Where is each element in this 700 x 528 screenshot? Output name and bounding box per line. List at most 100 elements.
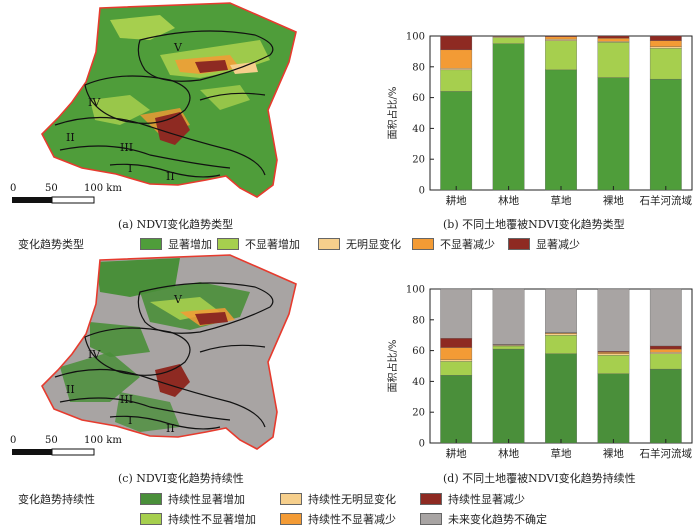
bar-segment: [492, 37, 525, 44]
zone-label: I: [128, 162, 132, 175]
bar-segment: [597, 288, 630, 352]
y-tick-label: 60: [412, 346, 425, 357]
bar-segment: [440, 338, 473, 348]
legend-label: 未来变化趋势不确定: [448, 513, 547, 526]
bar-segment: [649, 40, 682, 47]
bar-segment: [649, 288, 682, 347]
legend-swatch: [140, 493, 162, 505]
legend1-item: 显著减少: [508, 236, 580, 252]
legend2-item: 持续性无明显变化: [280, 491, 396, 507]
bar-segment: [649, 348, 682, 353]
bar-segment: [545, 36, 577, 40]
zone-label: I: [128, 414, 132, 427]
bar-segment: [492, 43, 525, 191]
y-tick-label: 100: [406, 32, 425, 43]
map-c: V IV II III I II 0 50 100 km: [10, 254, 297, 456]
x-tick-label: 石羊河流域: [640, 447, 693, 460]
x-tick-label: 裸地: [603, 194, 624, 207]
bar-segment: [597, 353, 630, 356]
bar-segment: [649, 351, 682, 354]
zone-label: II: [66, 131, 75, 144]
legend2-item: 持续性不显著增加: [140, 511, 256, 527]
legend-swatch: [140, 513, 162, 525]
legend-swatch: [420, 513, 442, 525]
y-tick-label: 60: [412, 93, 425, 104]
x-tick-label: 耕地: [446, 194, 467, 207]
x-tick-label: 裸地: [603, 447, 624, 460]
legend2-title: 变化趋势持续性: [18, 493, 95, 506]
legend2-item: 持续性不显著减少: [280, 511, 396, 527]
legend-swatch: [508, 238, 530, 250]
legend2-item: 持续性显著减少: [420, 491, 525, 507]
caption-b: (b) 不同土地覆被NDVI变化趋势类型: [443, 218, 625, 231]
y-axis-label: 面积占比/%: [386, 340, 399, 393]
x-tick-label: 耕地: [446, 447, 467, 460]
bar-segment: [545, 288, 577, 333]
x-tick-label: 林地: [498, 447, 520, 460]
bar-segment: [440, 288, 473, 339]
zone-label: IV: [88, 96, 101, 109]
legend-swatch: [217, 238, 239, 250]
bar-segment: [545, 353, 577, 444]
basin-boundary: [41, 2, 297, 198]
scale-bar: 0 50 100 km: [10, 183, 122, 204]
legend-swatch: [420, 493, 442, 505]
x-tick-label: 草地: [551, 194, 572, 207]
zone-lines: [54, 30, 274, 178]
legend-label: 不显著减少: [440, 238, 495, 251]
bar-segment: [440, 91, 473, 191]
zone-label: II: [66, 383, 75, 396]
y-tick-label: 20: [412, 155, 425, 166]
bar-segment: [545, 35, 577, 37]
scale-label: 50: [45, 183, 58, 194]
y-tick-label: 40: [412, 124, 425, 135]
legend-label: 持续性不显著增加: [168, 513, 256, 526]
y-tick-label: 80: [412, 62, 425, 73]
bar-segment: [440, 361, 473, 376]
bar-segment: [492, 348, 525, 444]
legend1-item: 显著增加: [140, 236, 212, 252]
legend1-item: 无明显变化: [318, 236, 401, 252]
bar-segment: [545, 335, 577, 354]
bar-segment: [440, 347, 473, 360]
darkred-patch: [195, 312, 228, 325]
zone-label: II: [166, 170, 175, 183]
y-tick-label: 20: [412, 408, 425, 419]
caption-a: (a) NDVI变化趋势类型: [118, 218, 234, 231]
y-tick-label: 0: [419, 439, 425, 450]
bar-segment: [649, 78, 682, 191]
legend-swatch: [140, 238, 162, 250]
bar-segment: [545, 69, 577, 191]
scale-label: 0: [10, 435, 16, 446]
green-patch: [60, 352, 140, 402]
legend-label: 显著增加: [168, 238, 212, 251]
bar-segment: [440, 375, 473, 444]
bar-segment: [649, 48, 682, 80]
y-tick-label: 100: [406, 285, 425, 296]
bar-segment: [440, 68, 473, 71]
legend-label: 持续性显著减少: [448, 493, 525, 506]
legend-swatch: [318, 238, 340, 250]
scale-label: 50: [45, 435, 58, 446]
basin-boundary: [41, 254, 297, 450]
darkred-patch: [195, 60, 228, 73]
bar-segment: [649, 35, 682, 41]
legend2-item: 持续性显著增加: [140, 491, 245, 507]
light-patch: [200, 85, 250, 110]
x-tick-label: 林地: [498, 194, 520, 207]
bar-segment: [597, 373, 630, 444]
y-tick-label: 40: [412, 377, 425, 388]
scale-label: 100 km: [84, 435, 122, 446]
bar-segment: [597, 77, 630, 191]
chart-b: 0 20 40 60 80 100 面积占比/% 耕地 林地 草地 裸地 石羊河流域: [386, 32, 693, 208]
map-a: V IV II III I II 0 50 100 km: [10, 2, 297, 204]
zone-lines: [54, 282, 274, 430]
bar-segment: [597, 35, 630, 39]
bar-segment: [545, 333, 577, 336]
legend-label: 显著减少: [536, 238, 580, 251]
zone-label: III: [120, 141, 133, 154]
bar-segment: [649, 46, 682, 49]
bar-segment: [545, 38, 577, 41]
legend-label: 持续性不显著减少: [308, 513, 396, 526]
x-tick-label: 石羊河流域: [640, 194, 693, 207]
